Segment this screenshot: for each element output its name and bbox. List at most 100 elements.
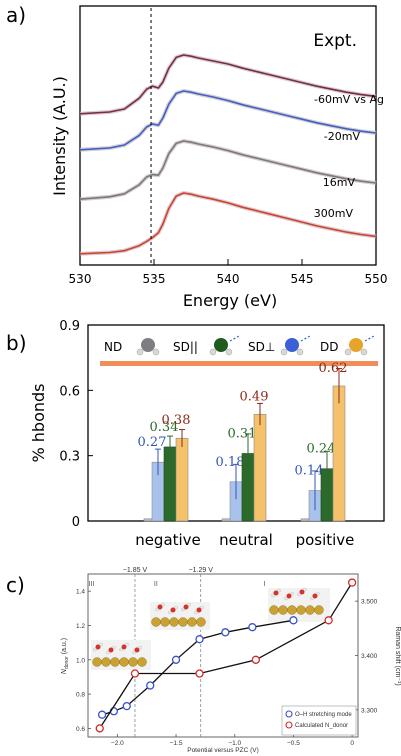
panel-c-y-axis-label-left-n: N — [61, 668, 68, 674]
oxygen-atom — [183, 604, 189, 610]
y-right-tick-label: 3.300 — [361, 707, 378, 714]
panel-a-series-labels: -60mV vs Ag -20mV 16mV 300mV — [314, 93, 384, 220]
panel-b-y-ticks: 0 0.3 0.6 0.9 — [59, 319, 93, 530]
category-label: positive — [296, 531, 355, 549]
x-tick-label: −2.0 — [111, 740, 124, 747]
panel-b-legend: ND SD|| SD⊥ DD — [104, 335, 375, 356]
oxygen-atom — [134, 647, 140, 653]
xas-series-line — [79, 54, 377, 115]
hbond-bar — [253, 413, 267, 522]
gold-atom — [287, 605, 297, 615]
hydrogen-atom — [277, 588, 281, 593]
bar-value-label: 0.49 — [240, 389, 269, 404]
hydrogen-atom — [194, 610, 198, 615]
x-tick-label: 0 — [350, 740, 354, 747]
y-right-tick-label: 3.500 — [361, 599, 378, 606]
series-marker — [324, 616, 333, 625]
gold-atom — [92, 657, 102, 667]
hydrogen-atom — [106, 650, 110, 655]
panel-c-y-axis-label-left-unit: (a.u.) — [61, 638, 68, 656]
region-iii-illustration — [91, 640, 151, 670]
legend-label: Calculated N_donor — [295, 723, 348, 729]
legend-label: SD⊥ — [248, 340, 275, 354]
gold-atom — [151, 617, 161, 627]
x-tick-label: −1.0 — [228, 740, 241, 747]
panel-c-y-axis-label-left-sub: donor — [64, 656, 70, 669]
bar-value-label: 0.27 — [138, 435, 167, 450]
y-tick-label: 1.0 — [76, 657, 85, 664]
region-label: III — [89, 581, 95, 588]
gold-atom — [160, 617, 170, 627]
hydrogen-atom — [174, 605, 178, 610]
hydrogen-atom — [119, 647, 123, 652]
gold-atom — [278, 605, 288, 615]
panel-c-x-axis-label: Potential versus PZC (V) — [187, 747, 259, 754]
hydrogen-atom — [112, 645, 116, 650]
legend-label: ND — [104, 340, 122, 354]
hydrogen-atom — [161, 602, 165, 607]
y-tick-label: 0.8 — [76, 692, 85, 699]
hydrogen-atom — [316, 591, 320, 596]
series-marker — [195, 635, 204, 644]
gold-atom — [119, 657, 129, 667]
gold-atom — [137, 657, 147, 667]
series-marker — [95, 724, 104, 733]
hydrogen-atom — [209, 348, 217, 356]
panel-a-x-axis-label: Energy (eV) — [183, 291, 277, 310]
oxygen-atom — [121, 644, 127, 650]
bar-value-label: 0.34 — [150, 420, 179, 435]
hydrogen-atom — [168, 610, 172, 615]
xas-series-label: -20mV — [324, 130, 361, 143]
category-label: neutral — [219, 531, 273, 549]
sd-perpendicular-molecule-icon — [280, 335, 311, 356]
oxygen-atom — [196, 607, 202, 613]
hydrogen-atom — [297, 592, 301, 597]
hbond-bar — [143, 518, 153, 522]
oxygen-atom — [95, 644, 101, 650]
panel-b: b) ND SD|| SD⊥ DD 00.30.60.9 0.270.340.380.… — [6, 319, 385, 549]
y-tick-label: 1.4 — [76, 589, 85, 596]
x-tick-label: 545 — [291, 272, 314, 286]
xas-series-label: -60mV vs Ag — [314, 93, 384, 106]
hbond-dash — [229, 335, 240, 342]
hbond-dash — [300, 335, 311, 342]
region-i-illustration — [268, 587, 330, 622]
series-marker — [195, 669, 204, 678]
xas-series-line — [79, 192, 377, 255]
y-tick-label: 0.9 — [59, 319, 80, 334]
hydrogen-atom — [138, 645, 142, 650]
panel-c-ticks: −2.0 −1.5 −1.0 −0.5 0 0.6 0.8 1.0 1.2 1.4 3.300 3.4… — [76, 589, 378, 747]
bar-value-label: 0.14 — [295, 464, 324, 479]
panel-c-label: c) — [6, 573, 25, 597]
hydrogen-atom — [303, 587, 307, 592]
oxygen-atom — [286, 593, 292, 599]
x-tick-label: 540 — [217, 272, 240, 286]
hydrogen-atom — [155, 607, 159, 612]
gold-atom — [128, 657, 138, 667]
x-tick-label: 550 — [365, 272, 388, 286]
region-label: I — [263, 581, 265, 588]
panel-a-label: a) — [6, 3, 26, 27]
panel-c-series — [95, 578, 357, 733]
series-marker — [347, 578, 357, 587]
hydrogen-atom — [152, 348, 160, 356]
hbond-bar — [332, 385, 346, 522]
oxygen-atom — [299, 589, 305, 595]
gold-atom — [314, 605, 324, 615]
panel-c-y-axis-label-right: Raman shift (cm⁻¹) — [394, 626, 401, 685]
boundary-label: −1.29 V — [189, 567, 214, 574]
xas-series-line — [79, 140, 377, 200]
oxygen-atom — [349, 338, 363, 352]
hydrogen-atom — [132, 650, 136, 655]
panel-c-y-axis-label-left: Ndonor (a.u.) — [61, 638, 70, 674]
panel-c-legend: O–H stretching mode Calculated N_donor — [281, 705, 357, 736]
series-marker — [248, 623, 257, 632]
bar-value-label: 0.18 — [216, 455, 245, 470]
legend-label: O–H stretching mode — [295, 712, 352, 718]
hbond-bar — [175, 437, 189, 522]
xas-series-label: 300mV — [314, 207, 354, 220]
oxygen-atom — [141, 338, 155, 352]
series-marker — [146, 681, 155, 690]
panel-b-label: b) — [6, 331, 27, 355]
